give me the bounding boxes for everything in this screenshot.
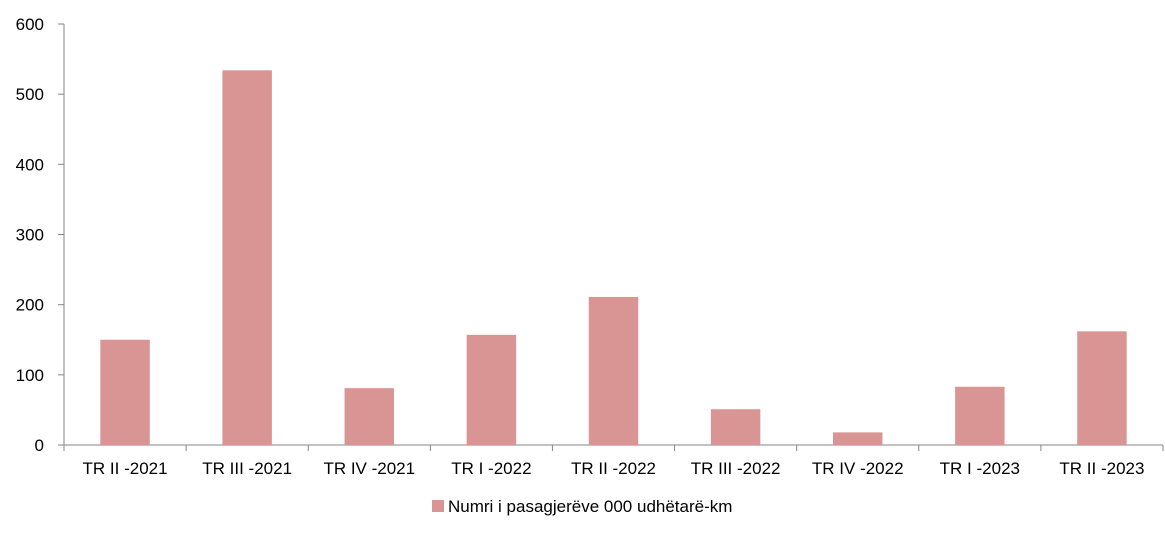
bar (832, 432, 883, 445)
bar (710, 409, 761, 445)
bar (100, 339, 150, 445)
bars (100, 70, 1127, 445)
x-tick-label: TR II -2023 (1059, 459, 1144, 478)
legend-swatch (432, 500, 444, 512)
x-tick-label: TR I -2023 (940, 459, 1020, 478)
legend-label: Numri i pasagjerëve 000 udhëtarë-km (448, 497, 732, 516)
y-tick-label: 300 (16, 226, 44, 245)
y-tick-label: 0 (35, 436, 44, 455)
x-tick-label: TR III -2022 (691, 459, 781, 478)
y-axis: 0 100 200 300 400 500 600 (16, 15, 65, 455)
x-axis: TR II -2021 TR III -2021 TR IV -2021 TR I -… (63, 444, 1164, 478)
y-tick-label: 500 (16, 85, 44, 104)
bar (955, 386, 1005, 445)
x-tick-label: TR II -2022 (571, 459, 656, 478)
y-tick-label: 200 (16, 296, 44, 315)
x-tick-label: TR III -2021 (202, 459, 292, 478)
x-tick-label: TR IV -2021 (323, 459, 415, 478)
bar (222, 70, 272, 445)
y-tick-label: 100 (16, 366, 44, 385)
x-tick-label: TR IV -2022 (812, 459, 904, 478)
bar (344, 388, 395, 445)
legend: Numri i pasagjerëve 000 udhëtarë-km (432, 497, 732, 516)
bar (1077, 331, 1127, 445)
bar (588, 296, 639, 445)
x-tick-label: TR I -2022 (451, 459, 531, 478)
bar (466, 334, 517, 445)
x-tick-label: TR II -2021 (83, 459, 168, 478)
y-tick-label: 400 (16, 155, 44, 174)
y-tick-label: 600 (16, 15, 44, 34)
